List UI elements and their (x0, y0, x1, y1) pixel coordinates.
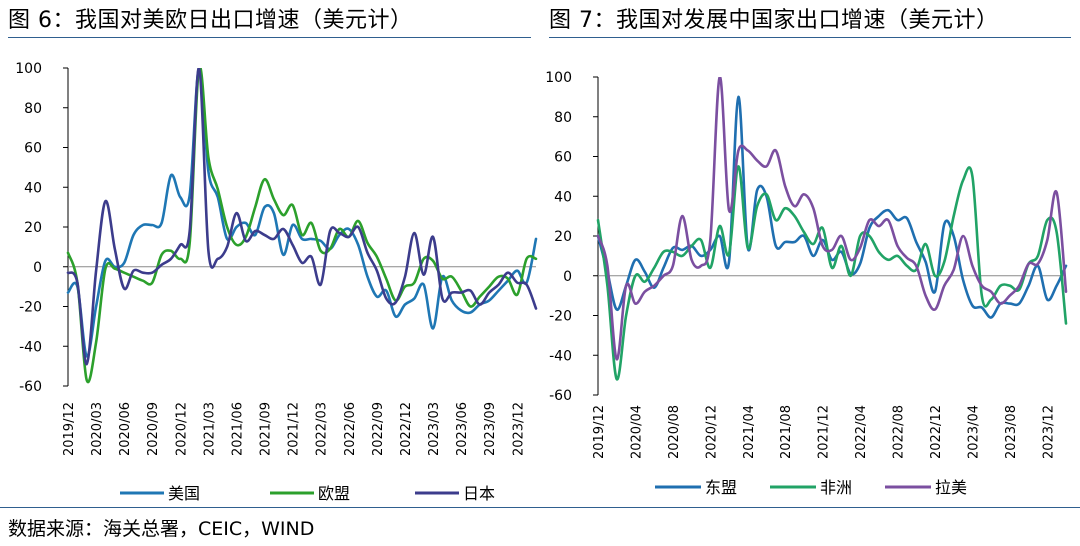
y-tick-label: 60 (24, 141, 42, 157)
x-tick-label: 2022/06 (343, 402, 358, 456)
legend-label: 非洲 (820, 478, 852, 497)
x-tick-label: 2019/12 (592, 405, 607, 459)
y-tick-label: 40 (554, 189, 572, 205)
x-tick-label: 2020/08 (667, 405, 682, 459)
x-tick-label: 2019/12 (62, 402, 77, 456)
x-tick-label: 2023/12 (1041, 405, 1056, 459)
y-tick-label: -60 (549, 388, 572, 404)
series-line-拉美 (596, 77, 1068, 361)
x-tick-label: 2021/04 (742, 405, 757, 459)
y-tick-label: -20 (19, 300, 42, 316)
x-tick-label: 2023/04 (966, 405, 981, 459)
y-tick-label: 0 (33, 260, 42, 276)
x-tick-label: 2023/06 (455, 402, 470, 456)
y-tick-label: -60 (19, 379, 42, 395)
x-tick-label: 2021/12 (817, 405, 832, 459)
y-tick-label: 20 (24, 220, 42, 236)
x-tick-label: 2020/09 (146, 402, 161, 456)
x-tick-label: 2021/03 (202, 402, 217, 456)
x-tick-label: 2023/12 (511, 402, 526, 456)
y-tick-label: 100 (15, 61, 42, 77)
y-tick-label: 60 (554, 150, 572, 166)
x-tick-label: 2021/08 (779, 405, 794, 459)
y-tick-label: 80 (24, 101, 42, 117)
legend-label: 欧盟 (318, 484, 350, 503)
export-growth-chart-developing: -60 -40 -20 0 20 40 60 80 100 2019/12 2020/04 2020/… (545, 70, 1068, 497)
y-tick-label: 100 (545, 70, 572, 86)
legend-label: 日本 (463, 484, 495, 503)
x-tick-label: 2022/04 (854, 405, 869, 459)
x-tick-label: 2022/03 (315, 402, 330, 456)
y-tick-label: 80 (554, 110, 572, 126)
export-growth-chart-us-eu-japan: -60 -40 -20 0 20 40 60 80 100 2019/12 2020/03 2020/… (15, 61, 538, 503)
chart-title-left: 图 6：我国对美欧日出口增速（美元计） (8, 8, 413, 33)
x-tick-label: 2020/03 (90, 402, 105, 456)
x-tick-label: 2022/12 (929, 405, 944, 459)
data-source: 数据来源：海关总署，CEIC，WIND (8, 518, 315, 540)
title-divider-left (8, 37, 531, 38)
y-tick-label: 40 (24, 180, 42, 196)
x-tick-label: 2020/12 (704, 405, 719, 459)
y-tick-label: -20 (549, 309, 572, 325)
series-line-非洲 (596, 165, 1068, 381)
footer-divider (0, 507, 1080, 508)
x-tick-label: 2022/12 (399, 402, 414, 456)
y-tick-label: 0 (563, 269, 572, 285)
x-tick-label: 2022/09 (371, 402, 386, 456)
y-tick-label: -40 (19, 339, 42, 355)
legend-label: 东盟 (705, 478, 737, 497)
x-tick-label: 2023/08 (1004, 405, 1019, 459)
x-tick-label: 2022/08 (892, 405, 907, 459)
legend-label: 拉美 (935, 478, 967, 497)
x-tick-label: 2023/09 (483, 402, 498, 456)
legend-label: 美国 (168, 484, 200, 503)
x-tick-label: 2021/12 (287, 402, 302, 456)
y-tick-label: -40 (549, 348, 572, 364)
x-tick-label: 2023/03 (427, 402, 442, 456)
x-tick-label: 2020/04 (629, 405, 644, 459)
x-tick-label: 2021/06 (230, 402, 245, 456)
series-line-东盟 (596, 95, 1068, 319)
x-tick-label: 2020/06 (118, 402, 133, 456)
series-line-欧盟 (66, 68, 538, 384)
x-tick-label: 2021/09 (259, 402, 274, 456)
series-line-日本 (66, 68, 538, 366)
y-tick-label: 20 (554, 229, 572, 245)
title-divider-right (549, 37, 1071, 38)
series-line-美国 (66, 68, 538, 358)
x-tick-label: 2020/12 (174, 402, 189, 456)
chart-title-right: 图 7：我国对发展中国家出口增速（美元计） (549, 8, 999, 33)
